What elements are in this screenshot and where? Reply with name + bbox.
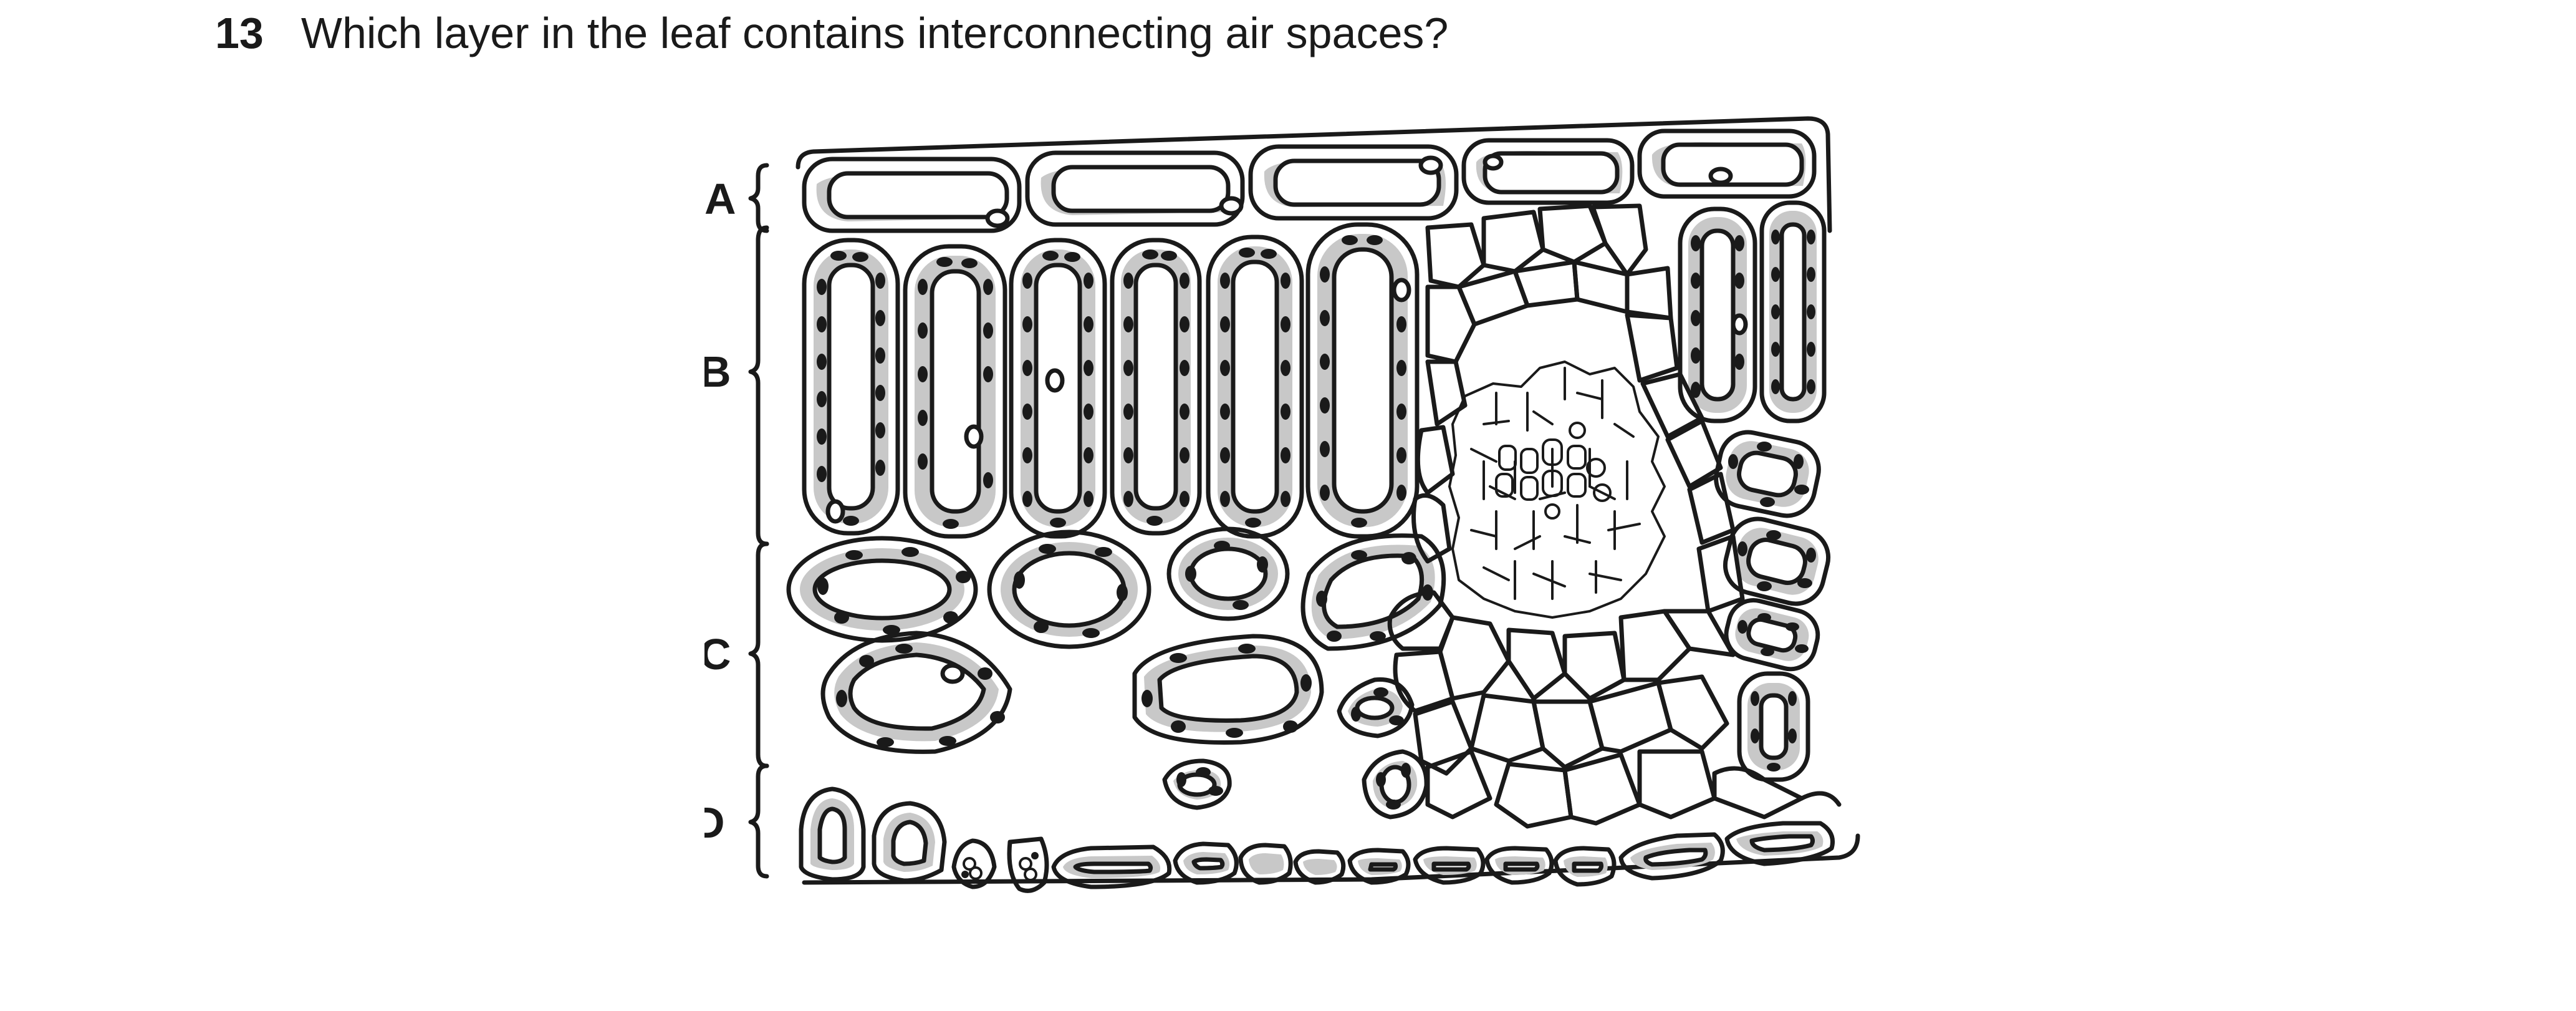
palisade-chloroplasts (817, 230, 1815, 529)
guard-cells (961, 852, 1039, 881)
bracket-d (748, 763, 769, 879)
spongy-chloroplasts (817, 541, 1433, 810)
layer-label-a: A (704, 175, 736, 223)
layer-label-d: D (704, 798, 725, 847)
right-mesophyll-cells (1714, 430, 1831, 782)
upper-epidermis-cells (802, 128, 1817, 233)
bracket-b (748, 225, 769, 546)
question-text: Which layer in the leaf contains interco… (300, 9, 1449, 57)
bracket-a (748, 163, 769, 233)
leaf-diagram-svg: A B C D (704, 116, 1860, 893)
layer-label-b: B (704, 347, 731, 396)
vascular-bundle-sheath (1387, 203, 1842, 829)
vascular-tissue (1448, 360, 1666, 619)
leaf-cross-section-figure: A B C D (704, 100, 1889, 911)
lower-epidermis-cells (799, 786, 1835, 893)
question-number: 13 (215, 9, 264, 57)
palisade-cells (802, 200, 1827, 539)
question: 13 Which layer in the leaf contains inter… (215, 5, 1448, 61)
bracket-c (748, 541, 769, 768)
lower-epidermis-surface (802, 833, 1860, 885)
layer-label-c: C (704, 630, 731, 679)
upper-epidermis-surface (795, 116, 1832, 233)
